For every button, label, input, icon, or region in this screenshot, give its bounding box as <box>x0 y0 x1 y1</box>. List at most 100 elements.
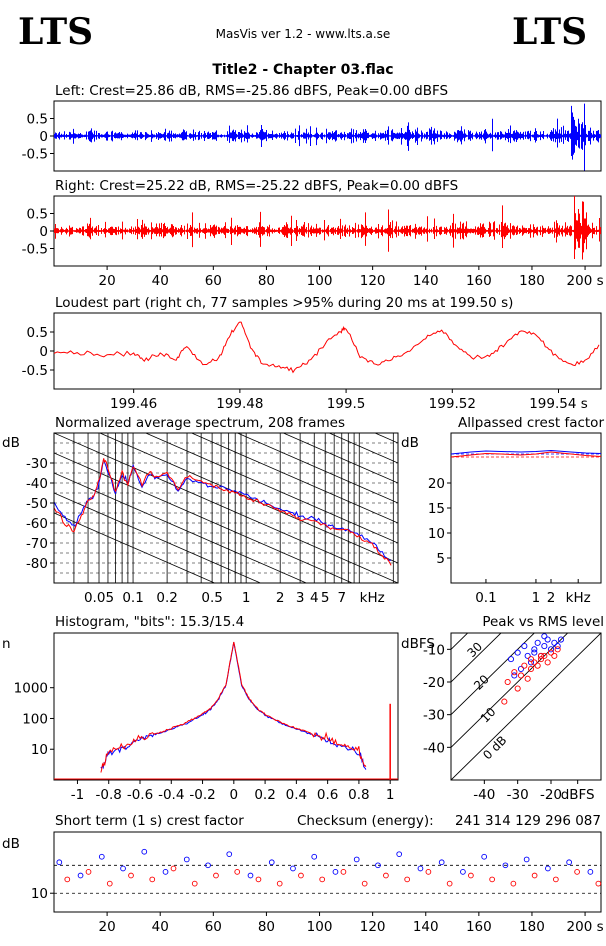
peak-rms-xtick-label: -30 <box>507 787 529 803</box>
loudest-ytick-label: 0 <box>39 344 48 360</box>
spectrum-ytick-label: -80 <box>26 556 48 572</box>
loudest-frame <box>53 312 602 390</box>
peak-rms-diagonal-label: 20 <box>471 672 492 693</box>
spectrum-xtick-label: 5 <box>321 590 330 606</box>
spectrum-slope-line <box>190 433 398 524</box>
short-crest-title: Short term (1 s) crest factor <box>55 813 244 829</box>
spectrum-slope-line <box>54 433 398 583</box>
short-crest-point-right <box>64 876 71 883</box>
spectrum-xtick-label: 0.1 <box>122 590 143 606</box>
short-crest-xtick-label: 200 s <box>567 919 604 935</box>
short-crest-point-left <box>502 862 509 869</box>
right-wave-xtick-label: 80 <box>258 273 275 289</box>
spectrum-slope-line <box>144 433 398 544</box>
peak-rms-diagonal <box>451 633 469 650</box>
peak-rms-point-right <box>547 649 555 656</box>
short-crest-xtick-label: 80 <box>258 919 275 935</box>
peak-rms-point-right <box>527 665 535 672</box>
spectrum-slope-line <box>54 472 308 583</box>
histogram-xtick-label: -0.6 <box>127 787 153 803</box>
histogram-frame <box>53 632 399 781</box>
spectrum-title: Normalized average spectrum, 208 frames <box>55 415 345 431</box>
short-crest-point-left <box>311 853 318 860</box>
spectrum-ylabel: dB <box>2 435 20 451</box>
peak-rms-ylabel: dBFS <box>401 636 435 652</box>
short-crest-point-right <box>149 876 156 883</box>
peak-rms-point-right <box>554 646 561 653</box>
histogram-series-right <box>100 641 367 773</box>
histogram-xtick-label: -0.2 <box>189 787 215 803</box>
spectrum-ytick-label: -70 <box>26 536 48 552</box>
peak-rms-point-left <box>524 652 531 659</box>
right-wave-ytick-label: 0.5 <box>27 207 48 223</box>
short-crest-xtick-label: 140 <box>413 919 439 935</box>
loudest-xtick-label: 199.52 <box>429 396 476 412</box>
peak-rms-point-left <box>517 665 525 672</box>
short-crest-point-left <box>141 848 148 855</box>
right-wave-xtick-label: 40 <box>152 273 169 289</box>
loudest-xtick-label: 199.54 s <box>529 396 588 412</box>
allpass-xtick-label: 1 <box>532 590 541 606</box>
right-wave-title: Right: Crest=25.22 dB, RMS=-25.22 dBFS, … <box>55 178 458 194</box>
peak-rms-point-right <box>504 678 511 686</box>
peak-rms-point-left <box>551 639 558 646</box>
peak-rms-point-right <box>541 652 548 659</box>
spectrum-slope-line <box>54 193 398 343</box>
loudest-title: Loudest part (right ch, 77 samples >95% … <box>55 295 513 311</box>
short-crest-point-left <box>183 856 190 863</box>
short-crest-xtick-label: 120 <box>360 919 386 935</box>
spectrum-xtick-label: 1 <box>242 590 251 606</box>
peak-rms-diagonal-label: 30 <box>464 639 485 660</box>
peak-rms-frame <box>450 632 602 781</box>
right-wave-xtick-label: 160 <box>466 273 492 289</box>
left-wave-ytick-label: 0 <box>39 129 48 145</box>
short-crest-point-right <box>531 872 538 879</box>
spectrum-ytick-label: -60 <box>26 516 48 532</box>
peak-rms-ytick-label: -20 <box>423 675 445 691</box>
right-wave-xtick-label: 60 <box>205 273 222 289</box>
peak-rms-diagonal-label: 10 <box>478 705 499 726</box>
right-wave-xtick-label: 120 <box>360 273 386 289</box>
histogram-xtick-label: 1 <box>386 787 395 803</box>
peak-rms-diagonals: 40 30 20 10 0 dB <box>451 633 601 780</box>
short-crest-point-right <box>446 880 453 887</box>
peak-rms-xtick-label: -20 <box>540 787 562 803</box>
peak-rms-point-right <box>527 656 535 663</box>
short-crest-xtick-label: 60 <box>205 919 222 935</box>
allpass-plot: 20 15 10 5 0.1 1 2 kHz <box>428 432 602 606</box>
left-wave-series-left <box>54 103 601 171</box>
histogram-xtick-label: -0.8 <box>96 787 122 803</box>
peak-rms-ytick-label: -10 <box>423 642 445 658</box>
left-wave-ytick-label: 0.5 <box>27 112 48 128</box>
short-crest-point-right <box>106 880 113 887</box>
peak-rms-point-left <box>514 649 521 656</box>
peak-rms-diagonal <box>451 633 535 716</box>
right-wave-xtick-label: 140 <box>413 273 439 289</box>
allpass-ytick-label: 20 <box>428 476 445 492</box>
short-crest-point-left <box>417 865 424 872</box>
spectrum-xtick-label: 3 <box>296 590 305 606</box>
peak-rms-title: Peak vs RMS level <box>482 614 604 630</box>
spectrum-xtick-label: 0.05 <box>84 590 114 606</box>
allpass-ytick-label: 10 <box>428 526 445 542</box>
short-crest-point-left <box>460 869 466 875</box>
short-crest-point-left <box>247 872 254 879</box>
spectrum-xtick-label: 0.5 <box>201 590 222 606</box>
short-crest-point-left <box>162 869 169 875</box>
short-crest-point-right <box>510 880 517 887</box>
short-crest-xtick-label: 100 <box>307 919 333 935</box>
loudest-xtick-label: 199.48 <box>216 396 263 412</box>
short-crest-point-right <box>340 869 347 875</box>
right-wave-xtick-label: 100 <box>307 273 333 289</box>
spectrum-slope-line <box>282 433 398 484</box>
short-crest-point-right <box>319 876 326 883</box>
spectrum-grid <box>54 193 398 583</box>
short-crest-point-right <box>128 872 134 879</box>
short-crest-point-left <box>268 859 275 866</box>
right-wave-plot: 0.50 -0.5 20 40 60 80 100 120 140 160 180 200 s <box>22 195 604 289</box>
short-crest-xtick-label: 160 <box>466 919 492 935</box>
right-wave-ytick-label: -0.5 <box>22 242 48 258</box>
allpass-series-right <box>450 451 602 458</box>
right-wave-xtick-label: 200 s <box>567 273 604 289</box>
